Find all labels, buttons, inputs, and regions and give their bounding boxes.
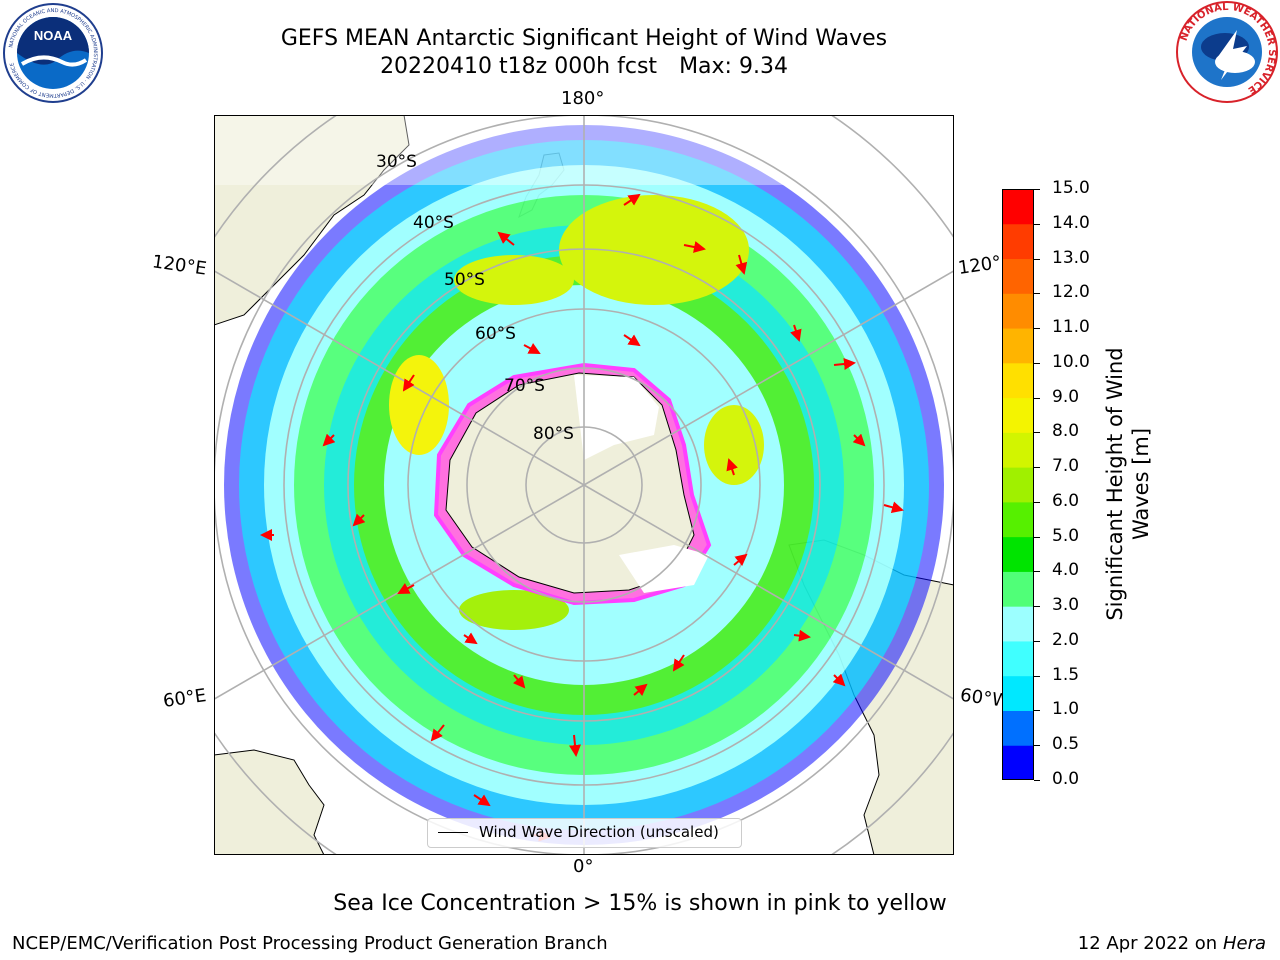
max-value: Max: 9.34	[679, 54, 788, 79]
colorbar-tick-mark	[1034, 745, 1040, 747]
nws-logo-icon: NATIONAL WEATHER SERVICE	[1176, 1, 1278, 103]
chart-subtitle: 20220410 t18z 000h fcst Max: 9.34	[0, 54, 1168, 79]
lon-label-120w: 120°	[956, 252, 1003, 279]
chart-title: GEFS MEAN Antarctic Significant Height o…	[280, 26, 888, 51]
colorbar-tick-mark	[1034, 501, 1040, 503]
colorbar-band	[1002, 606, 1034, 642]
ross-ice-shelf	[574, 375, 659, 460]
footer-branch: NCEP/EMC/Verification Post Processing Pr…	[12, 933, 608, 954]
colorbar-tick-label: 2.0	[1052, 629, 1080, 650]
lat-label-40s: 40°S	[413, 213, 454, 233]
lon-label-120e: 120°E	[150, 251, 208, 280]
colorbar-tick-label: 8.0	[1052, 421, 1080, 442]
colorbar-tick-label: 4.0	[1052, 560, 1080, 581]
colorbar-tick-mark	[1034, 606, 1040, 608]
colorbar-border	[1002, 189, 1034, 780]
colorbar-tick-label: 3.0	[1052, 595, 1080, 616]
colorbar-tick-label: 15.0	[1052, 178, 1090, 198]
lon-label-0: 0°	[573, 856, 594, 877]
colorbar-tick-mark	[1034, 571, 1040, 573]
colorbar-band	[1002, 536, 1034, 572]
run-info: 20220410 t18z 000h fcst	[380, 54, 658, 79]
lon-label-60e: 60°E	[161, 685, 208, 712]
colorbar-band	[1002, 362, 1034, 399]
colorbar-tick-label: 1.0	[1052, 699, 1080, 720]
colorbar-tick-label: 9.0	[1052, 386, 1080, 407]
colorbar-tick-mark	[1034, 293, 1040, 295]
colorbar-tick-mark	[1034, 362, 1040, 364]
colorbar-label-line2: Waves [m]	[1129, 427, 1153, 541]
colorbar-band	[1002, 189, 1034, 225]
colorbar-tick-mark	[1034, 223, 1040, 225]
lat-label-50s: 50°S	[444, 270, 485, 290]
colorbar-tick-mark	[1034, 640, 1040, 642]
footer-date-text: 12 Apr 2022 on	[1077, 933, 1223, 954]
lon-label-180: 180°	[561, 88, 605, 109]
colorbar-band	[1002, 571, 1034, 607]
colorbar-tick-label: 12.0	[1052, 282, 1090, 303]
colorbar-tick-label: 14.0	[1052, 212, 1090, 233]
colorbar-band	[1002, 432, 1034, 468]
colorbar-band	[1002, 328, 1034, 364]
colorbar-tick-label: 11.0	[1052, 317, 1090, 338]
lat-label-60s: 60°S	[475, 324, 516, 344]
colorbar-label-line1: Significant Height of Wind	[1103, 347, 1127, 621]
colorbar-tick-mark	[1034, 710, 1040, 712]
colorbar-tick-mark	[1034, 432, 1040, 434]
africa-landmass	[214, 749, 325, 855]
colorbar-tick-mark	[1034, 675, 1040, 677]
lat-label-30s: 30°S	[376, 152, 417, 172]
legend-line-swatch	[438, 832, 468, 833]
colorbar-tick-label: 6.0	[1052, 490, 1080, 511]
colorbar	[1002, 189, 1034, 780]
colorbar-tick-label: 10.0	[1052, 351, 1090, 372]
footer-date: 12 Apr 2022 on Hera	[1078, 933, 1266, 954]
graticule	[214, 115, 954, 855]
colorbar-band	[1002, 258, 1034, 294]
colorbar-tick-mark	[1034, 258, 1040, 260]
weddell-ice-shelf	[619, 545, 709, 593]
colorbar-tick-mark	[1034, 467, 1040, 469]
colorbar-tick-label: 0.0	[1052, 769, 1080, 789]
colorbar-band	[1002, 745, 1034, 780]
colorbar-tick-label: 1.5	[1052, 664, 1080, 685]
colorbar-tick-label: 5.0	[1052, 525, 1080, 546]
legend-label: Wind Wave Direction (unscaled)	[479, 823, 719, 841]
colorbar-band	[1002, 293, 1034, 329]
colorbar-band	[1002, 397, 1034, 433]
colorbar-tick-mark	[1034, 328, 1040, 330]
colorbar-band	[1002, 467, 1034, 503]
lat-label-80s: 80°S	[533, 424, 574, 444]
colorbar-tick-label: 13.0	[1052, 247, 1090, 268]
colorbar-band	[1002, 223, 1034, 260]
map-legend: Wind Wave Direction (unscaled)	[427, 818, 742, 848]
footer-host: Hera	[1222, 933, 1266, 954]
lat-label-70s: 70°S	[504, 376, 545, 396]
sea-ice-note: Sea Ice Concentration > 15% is shown in …	[333, 891, 947, 916]
colorbar-band	[1002, 710, 1034, 746]
colorbar-tick-mark	[1034, 780, 1040, 781]
colorbar-tick-label: 0.5	[1052, 734, 1080, 755]
colorbar-tick-mark	[1034, 189, 1040, 190]
antarctic-polar-map	[214, 115, 954, 855]
colorbar-band	[1002, 640, 1034, 677]
noaa-logo-text: NOAA	[34, 28, 73, 43]
colorbar-band	[1002, 501, 1034, 538]
colorbar-tick-label: 7.0	[1052, 456, 1080, 477]
colorbar-tick-mark	[1034, 397, 1040, 399]
colorbar-band	[1002, 675, 1034, 711]
colorbar-tick-mark	[1034, 536, 1040, 538]
noaa-logo-icon: NOAA NATIONAL OCEANIC AND ATMOSPHERIC AD…	[3, 3, 103, 103]
wind-wave-arrows	[260, 193, 904, 842]
australia-landmass	[214, 115, 410, 326]
